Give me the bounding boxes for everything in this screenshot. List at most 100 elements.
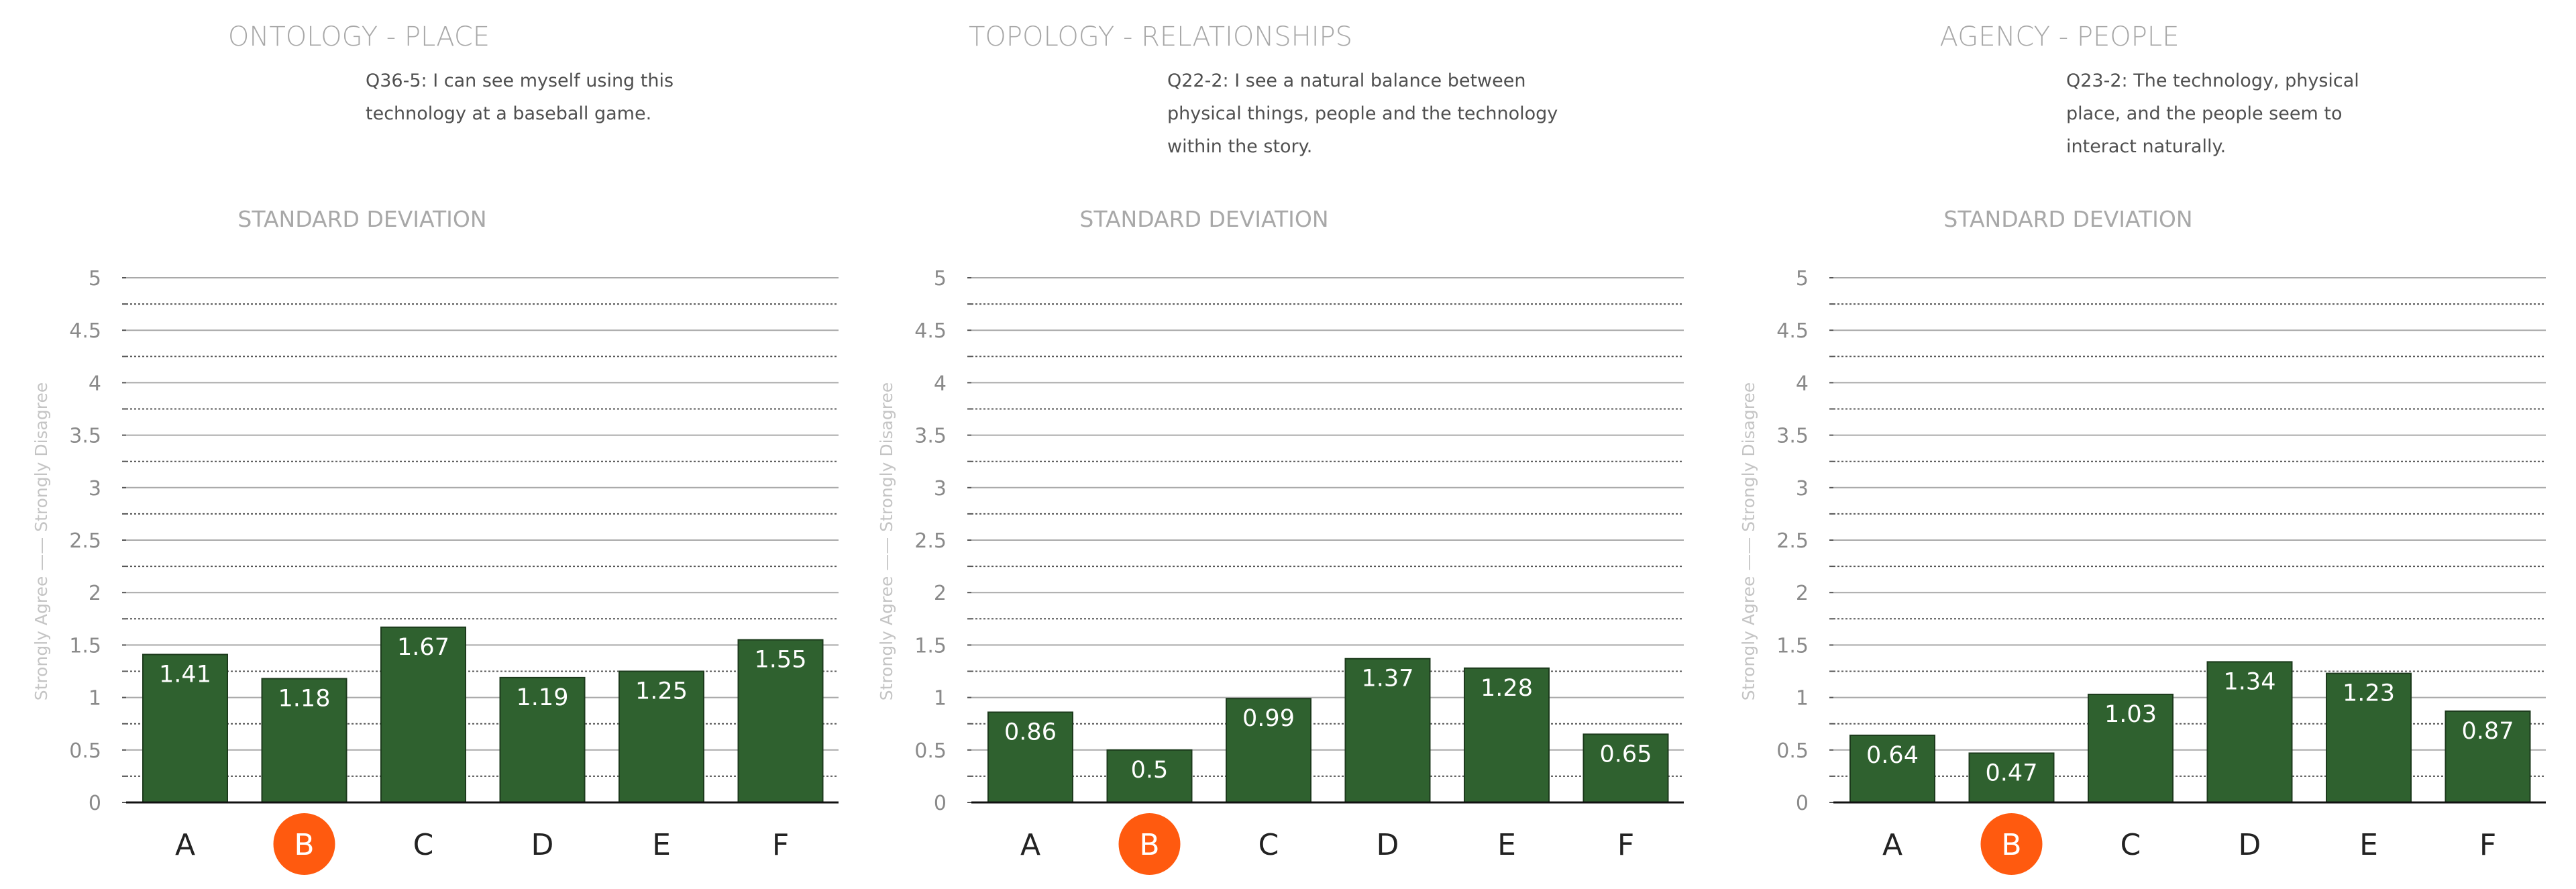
bar-value-label: 1.28	[1481, 675, 1533, 702]
bar-E	[2326, 672, 2412, 803]
bar-F	[1582, 733, 1669, 803]
bar-D	[1344, 658, 1431, 803]
bar-F	[737, 639, 824, 804]
ytick-label: 0	[1796, 792, 1809, 815]
y-axis-label: Strongly Agree —— Strongly Disagree	[32, 382, 51, 700]
chart-title: TOPOLOGY - RELATIONSHIPS	[969, 21, 1352, 52]
highlight-circle	[1118, 813, 1181, 875]
ytick-label: 4	[1796, 372, 1809, 395]
xtick-label: E	[652, 828, 671, 862]
ytick-label: 1.5	[1776, 634, 1809, 658]
ytick-label: 0.5	[1776, 739, 1809, 763]
xtick-label: A	[175, 828, 195, 862]
chart-title: ONTOLOGY - PLACE	[228, 21, 490, 52]
ytick-label: 5	[1796, 267, 1809, 291]
ytick-label: 5	[89, 267, 101, 291]
ytick-label: 2.5	[914, 529, 947, 553]
bar-A	[1849, 734, 1935, 804]
question-line: Q36-5: I can see myself using this	[366, 70, 674, 91]
question-line: technology at a baseball game.	[366, 103, 651, 124]
xtick-label: B	[294, 828, 314, 862]
ytick-label: 4	[89, 372, 101, 395]
ytick-label: 3	[1796, 477, 1809, 501]
bar-value-label: 0.65	[1600, 741, 1652, 768]
bar-value-label: 0.86	[1004, 719, 1057, 745]
xtick-label: A	[1020, 828, 1040, 862]
ytick-label: 5	[934, 267, 947, 291]
ytick-label: 2	[89, 582, 101, 605]
y-axis-label: Strongly Agree —— Strongly Disagree	[877, 382, 896, 700]
question-line: place, and the people seem to	[2066, 103, 2342, 124]
highlight-circle	[1980, 813, 2043, 875]
bar-value-label: 0.47	[1986, 760, 2038, 786]
ytick-label: 3.5	[69, 425, 101, 448]
chart-panel-3: AGENCY - PEOPLE Q23-2: The technology, ph…	[1739, 21, 2546, 875]
xtick-label: D	[1377, 828, 1399, 862]
ytick-label: 1.5	[914, 634, 947, 658]
xtick-label: B	[2001, 828, 2021, 862]
question-line: physical things, people and the technolo…	[1167, 103, 1558, 124]
bar-C	[2088, 693, 2174, 803]
ytick-label: 0	[934, 792, 947, 815]
bar-D	[2206, 661, 2293, 804]
bar-C	[1226, 698, 1311, 803]
chart-panel-1: ONTOLOGY - PLACE Q36-5: I can see myself …	[32, 21, 839, 875]
ytick-label: 0	[89, 792, 101, 815]
xtick-label: A	[1882, 828, 1902, 862]
xtick-label: E	[2359, 828, 2378, 862]
question-line: within the story.	[1167, 136, 1312, 157]
bar-value-label: 0.5	[1131, 757, 1169, 784]
bar-B	[261, 678, 347, 803]
ytick-label: 2	[1796, 582, 1809, 605]
xtick-label: E	[1497, 828, 1516, 862]
xtick-label: F	[772, 828, 789, 862]
bar-value-label: 1.67	[397, 634, 449, 661]
question-line: Q23-2: The technology, physical	[2066, 70, 2359, 91]
xtick-label: D	[531, 828, 554, 862]
question-line: interact naturally.	[2066, 136, 2226, 157]
highlight-circle	[273, 813, 335, 875]
bar-value-label: 1.55	[755, 647, 807, 674]
bar-C	[380, 626, 466, 803]
bar-value-label: 1.25	[635, 678, 688, 705]
ytick-label: 2	[934, 582, 947, 605]
bar-value-label: 0.87	[2462, 718, 2514, 745]
xtick-label: B	[1139, 828, 1159, 862]
ytick-label: 4	[934, 372, 947, 395]
ytick-label: 2.5	[69, 529, 101, 553]
ytick-label: 4.5	[1776, 319, 1809, 343]
chart-subtitle: STANDARD DEVIATION	[1079, 206, 1328, 232]
bar-value-label: 0.64	[1866, 742, 1919, 769]
ytick-label: 1	[1796, 687, 1809, 711]
bar-A	[142, 653, 228, 804]
question-line: Q22-2: I see a natural balance between	[1167, 70, 1525, 91]
chart-subtitle: STANDARD DEVIATION	[1943, 206, 2192, 232]
xtick-label: C	[413, 828, 434, 862]
xtick-label: C	[2121, 828, 2141, 862]
bar-value-label: 1.19	[517, 684, 569, 711]
bar-value-label: 0.99	[1242, 705, 1295, 732]
ytick-label: 1	[934, 687, 947, 711]
ytick-label: 3.5	[1776, 425, 1809, 448]
xtick-label: D	[2239, 828, 2261, 862]
xtick-label: C	[1258, 828, 1279, 862]
ytick-label: 1	[89, 687, 101, 711]
bar-A	[987, 711, 1073, 803]
bar-value-label: 1.03	[2104, 701, 2157, 728]
ytick-label: 0.5	[69, 739, 101, 763]
ytick-label: 4.5	[69, 319, 101, 343]
chart-subtitle: STANDARD DEVIATION	[237, 206, 486, 232]
chart-panel-2: TOPOLOGY - RELATIONSHIPS Q22-2: I see a n…	[877, 21, 1684, 875]
ytick-label: 0.5	[914, 739, 947, 763]
chart-title: AGENCY - PEOPLE	[1940, 21, 2180, 52]
ytick-label: 3	[89, 477, 101, 501]
bar-value-label: 1.37	[1362, 666, 1414, 692]
bar-D	[499, 676, 586, 803]
xtick-label: F	[1617, 828, 1634, 862]
bar-value-label: 1.34	[2224, 668, 2276, 695]
bar-F	[2445, 710, 2531, 803]
ytick-label: 3	[934, 477, 947, 501]
ytick-label: 3.5	[914, 425, 947, 448]
ytick-label: 2.5	[1776, 529, 1809, 553]
